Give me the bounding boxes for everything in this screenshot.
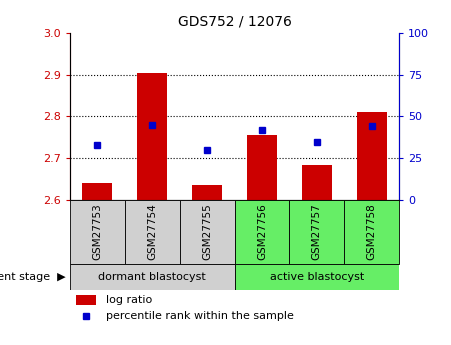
Text: GSM27753: GSM27753 [92, 204, 102, 260]
FancyBboxPatch shape [290, 200, 344, 264]
Bar [77, 295, 96, 306]
Text: percentile rank within the sample: percentile rank within the sample [106, 312, 294, 321]
Text: log ratio: log ratio [106, 295, 152, 305]
Bar [192, 186, 222, 200]
FancyBboxPatch shape [344, 200, 399, 264]
Bar [302, 165, 332, 200]
FancyBboxPatch shape [179, 200, 235, 264]
Bar [357, 112, 387, 200]
Bar [247, 135, 277, 200]
Text: GSM27757: GSM27757 [312, 204, 322, 260]
Text: dormant blastocyst: dormant blastocyst [98, 272, 206, 282]
Text: GSM27758: GSM27758 [367, 204, 377, 260]
FancyBboxPatch shape [125, 200, 179, 264]
FancyBboxPatch shape [70, 264, 235, 290]
FancyBboxPatch shape [235, 200, 290, 264]
Text: GSM27754: GSM27754 [147, 204, 157, 260]
Bar [137, 72, 167, 200]
Title: GDS752 / 12076: GDS752 / 12076 [178, 15, 291, 29]
Text: active blastocyst: active blastocyst [270, 272, 364, 282]
Text: GSM27755: GSM27755 [202, 204, 212, 260]
Text: development stage  ▶: development stage ▶ [0, 272, 65, 282]
FancyBboxPatch shape [70, 200, 125, 264]
Bar [82, 184, 112, 200]
Text: GSM27756: GSM27756 [257, 204, 267, 260]
FancyBboxPatch shape [235, 264, 399, 290]
